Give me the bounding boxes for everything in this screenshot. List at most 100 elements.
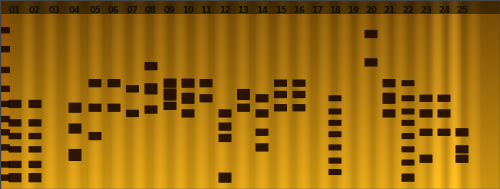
Text: 21: 21 — [383, 6, 395, 15]
Text: 11: 11 — [200, 6, 212, 15]
Text: 03: 03 — [49, 6, 61, 15]
FancyBboxPatch shape — [8, 173, 22, 182]
FancyBboxPatch shape — [402, 95, 414, 101]
FancyBboxPatch shape — [8, 133, 22, 139]
FancyBboxPatch shape — [126, 110, 139, 117]
FancyBboxPatch shape — [28, 173, 42, 182]
FancyBboxPatch shape — [402, 133, 414, 139]
FancyBboxPatch shape — [218, 122, 232, 131]
FancyBboxPatch shape — [28, 146, 42, 153]
FancyBboxPatch shape — [328, 158, 342, 164]
Text: 16: 16 — [293, 6, 305, 15]
FancyBboxPatch shape — [68, 123, 82, 134]
Text: 22: 22 — [402, 6, 414, 15]
FancyBboxPatch shape — [328, 144, 342, 150]
FancyBboxPatch shape — [328, 169, 342, 175]
FancyBboxPatch shape — [0, 27, 10, 33]
Text: 18: 18 — [329, 6, 341, 15]
FancyBboxPatch shape — [0, 116, 10, 122]
FancyBboxPatch shape — [292, 104, 306, 111]
FancyBboxPatch shape — [402, 146, 414, 152]
FancyBboxPatch shape — [438, 95, 450, 102]
FancyBboxPatch shape — [328, 95, 342, 101]
FancyBboxPatch shape — [256, 129, 268, 136]
FancyBboxPatch shape — [402, 174, 414, 182]
FancyBboxPatch shape — [218, 173, 232, 183]
FancyBboxPatch shape — [68, 149, 82, 161]
FancyBboxPatch shape — [88, 104, 102, 112]
FancyBboxPatch shape — [182, 78, 194, 88]
FancyBboxPatch shape — [8, 119, 22, 127]
FancyBboxPatch shape — [200, 94, 212, 102]
FancyBboxPatch shape — [144, 105, 158, 114]
Text: 20: 20 — [365, 6, 377, 15]
FancyBboxPatch shape — [382, 93, 396, 104]
Text: 25: 25 — [456, 6, 468, 15]
FancyBboxPatch shape — [328, 131, 342, 137]
FancyBboxPatch shape — [402, 120, 414, 126]
FancyBboxPatch shape — [28, 100, 42, 108]
FancyBboxPatch shape — [218, 134, 232, 142]
Text: 24: 24 — [438, 6, 450, 15]
FancyBboxPatch shape — [274, 91, 287, 98]
FancyBboxPatch shape — [382, 109, 396, 118]
FancyBboxPatch shape — [402, 108, 414, 115]
FancyBboxPatch shape — [182, 93, 194, 104]
FancyBboxPatch shape — [274, 104, 287, 111]
Text: 15: 15 — [274, 6, 286, 15]
FancyBboxPatch shape — [0, 67, 10, 73]
FancyBboxPatch shape — [28, 133, 42, 139]
FancyBboxPatch shape — [28, 119, 42, 127]
FancyBboxPatch shape — [237, 104, 250, 112]
FancyBboxPatch shape — [456, 145, 468, 153]
Text: 10: 10 — [182, 6, 194, 15]
FancyBboxPatch shape — [0, 174, 10, 181]
FancyBboxPatch shape — [88, 132, 102, 140]
FancyBboxPatch shape — [328, 120, 342, 126]
Text: 05: 05 — [89, 6, 101, 15]
FancyBboxPatch shape — [328, 108, 342, 115]
FancyBboxPatch shape — [402, 160, 414, 166]
FancyBboxPatch shape — [0, 101, 10, 107]
FancyBboxPatch shape — [256, 143, 268, 152]
Text: 06: 06 — [108, 6, 120, 15]
FancyBboxPatch shape — [382, 79, 396, 87]
FancyBboxPatch shape — [420, 129, 432, 136]
FancyBboxPatch shape — [438, 109, 450, 118]
FancyBboxPatch shape — [256, 109, 268, 118]
FancyBboxPatch shape — [108, 79, 120, 87]
FancyBboxPatch shape — [144, 62, 158, 70]
FancyBboxPatch shape — [8, 100, 22, 108]
Text: 14: 14 — [256, 6, 268, 15]
FancyBboxPatch shape — [68, 103, 82, 113]
FancyBboxPatch shape — [164, 78, 176, 88]
FancyBboxPatch shape — [364, 58, 378, 67]
FancyBboxPatch shape — [456, 128, 468, 136]
Text: 04: 04 — [69, 6, 81, 15]
FancyBboxPatch shape — [164, 88, 176, 101]
FancyBboxPatch shape — [108, 104, 120, 112]
Text: 09: 09 — [164, 6, 176, 15]
FancyBboxPatch shape — [420, 95, 432, 102]
Text: 23: 23 — [420, 6, 432, 15]
FancyBboxPatch shape — [8, 146, 22, 153]
FancyBboxPatch shape — [420, 109, 432, 118]
FancyBboxPatch shape — [164, 102, 176, 110]
FancyBboxPatch shape — [0, 144, 10, 151]
FancyBboxPatch shape — [292, 79, 306, 87]
FancyBboxPatch shape — [144, 83, 158, 94]
FancyBboxPatch shape — [0, 86, 10, 92]
FancyBboxPatch shape — [420, 155, 432, 163]
FancyBboxPatch shape — [8, 161, 22, 168]
Text: 02: 02 — [29, 6, 41, 15]
FancyBboxPatch shape — [28, 161, 42, 168]
FancyBboxPatch shape — [182, 109, 194, 118]
FancyBboxPatch shape — [200, 79, 212, 87]
Text: 17: 17 — [311, 6, 323, 15]
FancyBboxPatch shape — [292, 91, 306, 98]
FancyBboxPatch shape — [126, 85, 139, 92]
FancyBboxPatch shape — [456, 155, 468, 163]
FancyBboxPatch shape — [364, 30, 378, 38]
Text: 13: 13 — [238, 6, 250, 15]
FancyBboxPatch shape — [0, 129, 10, 136]
